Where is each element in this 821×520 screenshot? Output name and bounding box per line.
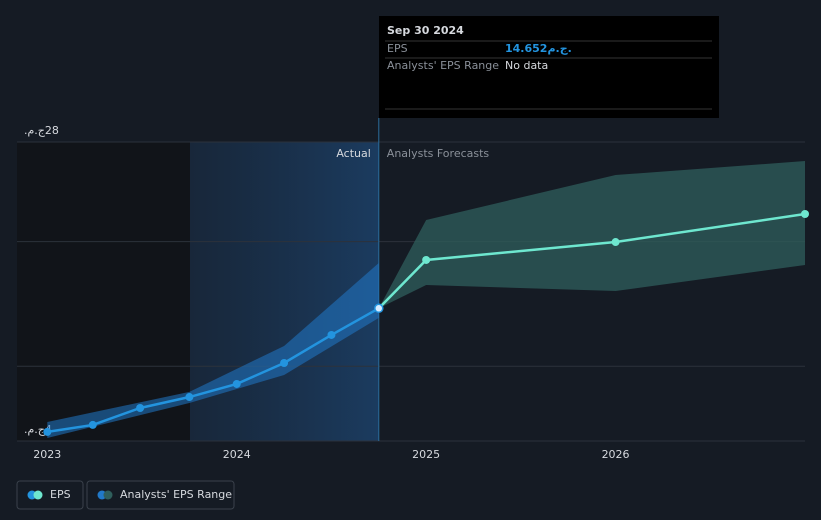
eps-point	[280, 359, 289, 368]
x-tick-label: 2023	[33, 448, 61, 461]
legend-box	[16, 480, 84, 510]
x-tick-label: 2024	[223, 448, 251, 461]
legend-label: EPS	[50, 488, 71, 501]
forecast-point	[422, 255, 431, 264]
tooltip-value: 14.652ج.م.	[505, 42, 572, 56]
legend-item[interactable]: EPS	[16, 480, 84, 510]
tooltip: Sep 30 2024 EPS 14.652ج.م. Analysts' EPS…	[379, 16, 719, 118]
legend-swatch	[33, 490, 43, 500]
legend-box	[86, 480, 235, 510]
eps-point	[43, 427, 52, 436]
tooltip-box	[379, 16, 719, 118]
forecast-line	[377, 212, 806, 310]
eps-point	[185, 393, 194, 402]
tooltip-date: Sep 30 2024	[387, 24, 464, 37]
eps-point	[374, 303, 384, 314]
eps-point	[88, 420, 97, 429]
range-area	[47, 262, 379, 439]
legend-swatch	[103, 490, 113, 500]
eps-point	[136, 403, 145, 412]
eps-point	[327, 330, 336, 339]
forecast-point	[801, 210, 809, 219]
legend-label: Analysts' EPS Range	[120, 488, 232, 501]
x-tick-label: 2026	[602, 448, 630, 461]
range-area	[378, 161, 805, 309]
y-tick-label: 28ج.م.	[24, 124, 59, 137]
eps-line	[47, 307, 380, 434]
eps-point	[232, 379, 241, 388]
past-region	[17, 142, 190, 441]
legend-item[interactable]: Analysts' EPS Range	[86, 480, 235, 510]
x-tick-label: 2025	[412, 448, 440, 461]
tooltip-label: Analysts' EPS Range	[387, 59, 499, 72]
tooltip-value: No data	[505, 59, 548, 72]
actual-label: Actual	[336, 147, 370, 160]
forecast-point	[611, 238, 620, 247]
forecast-label: Analysts Forecasts	[387, 147, 490, 160]
tooltip-label: EPS	[387, 42, 408, 55]
